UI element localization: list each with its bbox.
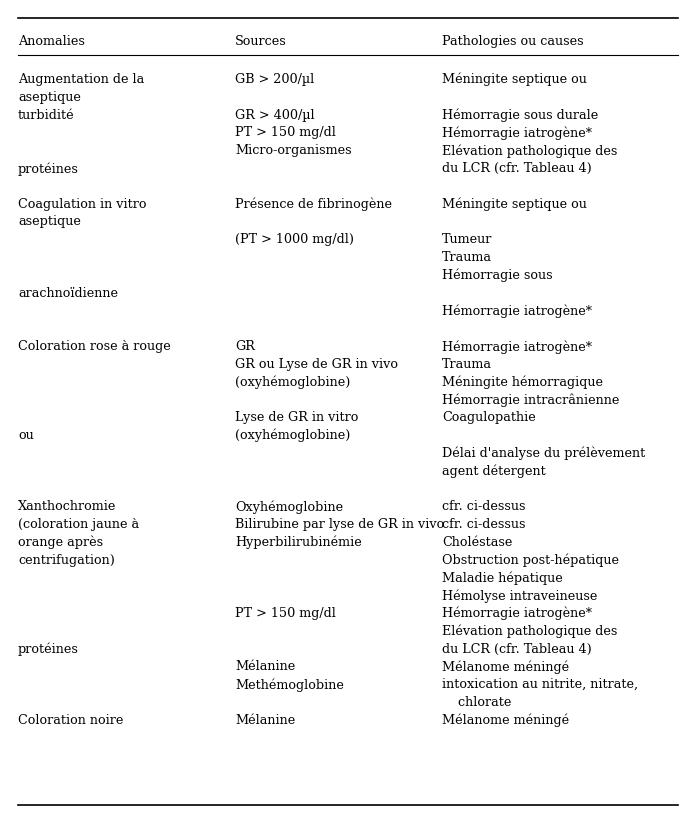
- Text: Hémorragie iatrogène*: Hémorragie iatrogène*: [442, 340, 592, 354]
- Text: Micro-organismes: Micro-organismes: [235, 144, 352, 157]
- Text: Méningite hémorragique: Méningite hémorragique: [442, 375, 603, 389]
- Text: Coagulopathie: Coagulopathie: [442, 412, 536, 424]
- Text: Obstruction post-hépatique: Obstruction post-hépatique: [442, 554, 619, 567]
- Text: Mélanome méningé: Mélanome méningé: [442, 660, 569, 674]
- Text: centrifugation): centrifugation): [18, 554, 115, 566]
- Text: Anomalies: Anomalies: [18, 35, 85, 48]
- Text: Trauma: Trauma: [442, 251, 492, 264]
- Text: Hémorragie intracrânienne: Hémorragie intracrânienne: [442, 393, 619, 407]
- Text: du LCR (cfr. Tableau 4): du LCR (cfr. Tableau 4): [442, 162, 592, 175]
- Text: arachnoïdienne: arachnoïdienne: [18, 286, 118, 300]
- Text: Mélanine: Mélanine: [235, 714, 295, 727]
- Text: GB > 200/µl: GB > 200/µl: [235, 73, 314, 86]
- Text: Hémolyse intraveineuse: Hémolyse intraveineuse: [442, 589, 597, 602]
- Text: GR > 400/µl: GR > 400/µl: [235, 109, 314, 122]
- Text: GR ou Lyse de GR in vivo: GR ou Lyse de GR in vivo: [235, 358, 398, 371]
- Text: chlorate: chlorate: [442, 696, 511, 709]
- Text: protéines: protéines: [18, 162, 79, 175]
- Text: Présence de fibrinogène: Présence de fibrinogène: [235, 198, 392, 212]
- Text: aseptique: aseptique: [18, 91, 81, 104]
- Text: (PT > 1000 mg/dl): (PT > 1000 mg/dl): [235, 233, 354, 246]
- Text: Bilirubine par lyse de GR in vivo: Bilirubine par lyse de GR in vivo: [235, 518, 444, 531]
- Text: Tumeur: Tumeur: [442, 233, 493, 246]
- Text: Xanthochromie: Xanthochromie: [18, 500, 116, 514]
- Text: cfr. ci-dessus: cfr. ci-dessus: [442, 518, 526, 531]
- Text: Mélanome méningé: Mélanome méningé: [442, 714, 569, 728]
- Text: Sources: Sources: [235, 35, 287, 48]
- Text: (coloration jaune à: (coloration jaune à: [18, 518, 139, 531]
- Text: Augmentation de la: Augmentation de la: [18, 73, 144, 86]
- Text: Méningite septique ou: Méningite septique ou: [442, 73, 587, 86]
- Text: intoxication au nitrite, nitrate,: intoxication au nitrite, nitrate,: [442, 678, 638, 691]
- Text: Pathologies ou causes: Pathologies ou causes: [442, 35, 583, 48]
- Text: Hémorragie sous: Hémorragie sous: [442, 269, 552, 282]
- Text: PT > 150 mg/dl: PT > 150 mg/dl: [235, 127, 336, 139]
- Text: cfr. ci-dessus: cfr. ci-dessus: [442, 500, 526, 514]
- Text: Hémorragie iatrogène*: Hémorragie iatrogène*: [442, 607, 592, 621]
- Text: Lyse de GR in vitro: Lyse de GR in vitro: [235, 412, 358, 424]
- Text: Oxyhémoglobine: Oxyhémoglobine: [235, 500, 343, 514]
- Text: Maladie hépatique: Maladie hépatique: [442, 571, 563, 585]
- Text: Coloration noire: Coloration noire: [18, 714, 123, 727]
- Text: (oxyhémoglobine): (oxyhémoglobine): [235, 429, 350, 443]
- Text: Hémorragie sous durale: Hémorragie sous durale: [442, 109, 599, 122]
- Text: GR: GR: [235, 340, 255, 353]
- Text: Elévation pathologique des: Elévation pathologique des: [442, 625, 617, 639]
- Text: Mélanine: Mélanine: [235, 660, 295, 673]
- Text: (oxyhémoglobine): (oxyhémoglobine): [235, 375, 350, 389]
- Text: PT > 150 mg/dl: PT > 150 mg/dl: [235, 607, 336, 620]
- Text: Elévation pathologique des: Elévation pathologique des: [442, 144, 617, 158]
- Text: Méningite septique ou: Méningite septique ou: [442, 198, 587, 212]
- Text: turbidité: turbidité: [18, 109, 74, 122]
- Text: Hémorragie iatrogène*: Hémorragie iatrogène*: [442, 305, 592, 318]
- Text: Coloration rose à rouge: Coloration rose à rouge: [18, 340, 171, 353]
- Text: Hémorragie iatrogène*: Hémorragie iatrogène*: [442, 127, 592, 140]
- Text: Choléstase: Choléstase: [442, 536, 513, 549]
- Text: orange après: orange après: [18, 536, 103, 549]
- Text: Trauma: Trauma: [442, 358, 492, 371]
- Text: Délai d'analyse du prélèvement: Délai d'analyse du prélèvement: [442, 447, 645, 460]
- Text: agent détergent: agent détergent: [442, 465, 546, 478]
- Text: ou: ou: [18, 429, 34, 442]
- Text: Coagulation in vitro: Coagulation in vitro: [18, 198, 147, 211]
- Text: du LCR (cfr. Tableau 4): du LCR (cfr. Tableau 4): [442, 643, 592, 656]
- Text: aseptique: aseptique: [18, 216, 81, 229]
- Text: Hyperbilirubinémie: Hyperbilirubinémie: [235, 536, 362, 549]
- Text: Methémoglobine: Methémoglobine: [235, 678, 344, 691]
- Text: protéines: protéines: [18, 643, 79, 656]
